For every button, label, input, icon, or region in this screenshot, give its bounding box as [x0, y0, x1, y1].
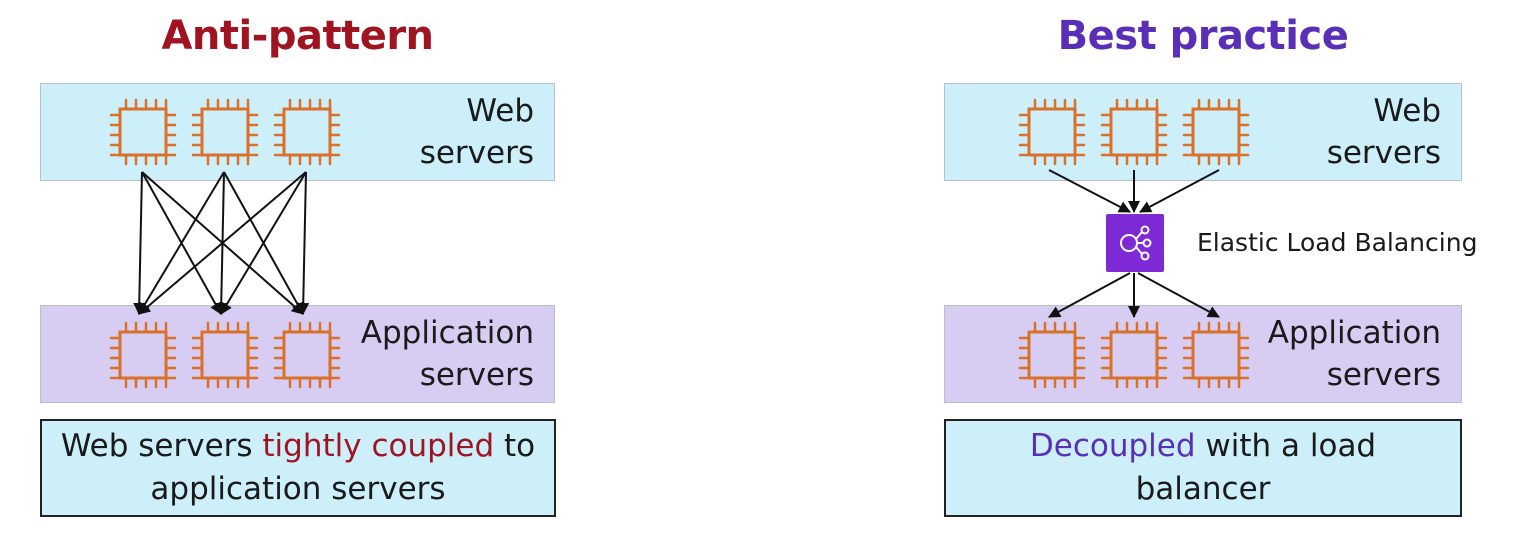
ec2-instance-icon: [190, 320, 260, 390]
best-practice-caption: Decoupled with a load balancer: [944, 419, 1462, 517]
caption-highlight-decoupled: Decoupled: [1029, 428, 1196, 464]
application-servers-label-line2: servers: [419, 357, 534, 393]
anti-pattern-caption: Web servers tightly coupled to applicati…: [40, 419, 556, 517]
ec2-instance-icon: [1099, 320, 1169, 390]
web-servers-label-line1: Web: [466, 93, 534, 129]
ec2-instance-icon: [1017, 97, 1087, 167]
ec2-instance-icon: [190, 97, 260, 167]
right-web-servers-band: Web servers: [944, 83, 1462, 181]
web-servers-label-line1: Web: [1373, 93, 1441, 129]
web-servers-label-line2: servers: [419, 135, 534, 171]
ec2-instance-icon: [108, 97, 178, 167]
application-servers-label-line1: Application: [1267, 315, 1441, 351]
application-servers-label-line1: Application: [360, 315, 534, 351]
connection-arrow: [138, 171, 225, 315]
ec2-instance-icon: [1017, 320, 1087, 390]
ec2-instance-icon: [1099, 97, 1169, 167]
anti-pattern-title: Anti-pattern: [161, 13, 434, 59]
ec2-instance-icon: [1181, 320, 1251, 390]
caption-text: to: [494, 428, 536, 464]
connection-arrow: [215, 171, 228, 315]
elastic-load-balancing-icon: [1106, 214, 1164, 272]
ec2-instance-icon: [272, 97, 342, 167]
connection-arrow: [220, 171, 307, 315]
connection-arrow: [223, 171, 304, 315]
caption-text: with a load: [1195, 428, 1377, 464]
connection-arrow: [138, 171, 307, 315]
ec2-instance-icon: [1181, 97, 1251, 167]
ec2-instance-icon: [108, 320, 178, 390]
connection-arrow: [141, 171, 304, 315]
right-application-servers-band: Application servers: [944, 305, 1462, 403]
best-practice-title: Best practice: [1057, 13, 1349, 59]
web-servers-label-line2: servers: [1326, 135, 1441, 171]
connection-arrow: [141, 171, 222, 315]
left-web-servers-band: Web servers: [40, 83, 555, 181]
caption-highlight-tightly-coupled: tightly coupled: [262, 428, 495, 464]
ec2-instance-icon: [272, 320, 342, 390]
connection-arrow: [297, 171, 310, 315]
caption-text: balancer: [1135, 471, 1271, 507]
left-application-servers-band: Application servers: [40, 305, 555, 403]
application-servers-label-line2: servers: [1326, 357, 1441, 393]
caption-text: Web servers: [60, 428, 263, 464]
caption-text: application servers: [150, 471, 446, 507]
elastic-load-balancing-label: Elastic Load Balancing: [1197, 228, 1478, 257]
connection-arrow: [133, 171, 146, 315]
